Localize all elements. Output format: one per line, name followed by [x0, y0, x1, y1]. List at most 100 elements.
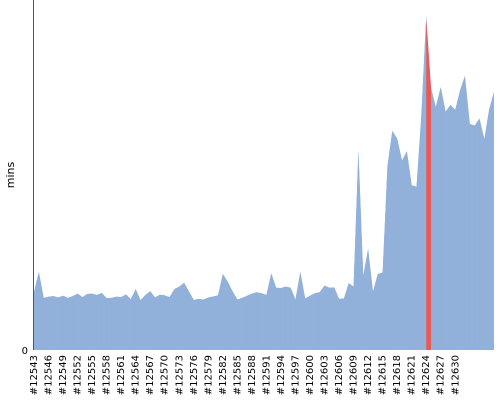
- build-segment[interactable]: [372, 274, 378, 350]
- build-segment[interactable]: [455, 90, 461, 351]
- build-segment[interactable]: [324, 285, 330, 350]
- build-segment[interactable]: [440, 87, 446, 351]
- build-segment[interactable]: [276, 287, 281, 350]
- x-tick-label: #12594: [276, 355, 287, 395]
- build-segment[interactable]: [150, 291, 156, 350]
- plot-area: [34, 16, 494, 351]
- build-segment[interactable]: [421, 16, 427, 350]
- build-segment[interactable]: [121, 294, 126, 350]
- build-segment[interactable]: [179, 282, 185, 350]
- build-segment[interactable]: [169, 289, 175, 350]
- build-segment[interactable]: [111, 296, 117, 350]
- build-segment[interactable]: [53, 296, 59, 350]
- build-segment[interactable]: [460, 75, 465, 350]
- build-segment[interactable]: [290, 287, 296, 350]
- build-segment[interactable]: [135, 289, 141, 350]
- build-segment[interactable]: [188, 291, 194, 350]
- build-segment[interactable]: [280, 286, 286, 350]
- build-segment[interactable]: [101, 292, 107, 350]
- build-segment[interactable]: [445, 105, 451, 350]
- build-segment[interactable]: [116, 296, 122, 350]
- build-segment[interactable]: [256, 292, 262, 350]
- build-segment[interactable]: [213, 295, 218, 350]
- build-segment[interactable]: [406, 151, 412, 350]
- build-segment[interactable]: [469, 123, 475, 351]
- build-segment[interactable]: [416, 114, 422, 350]
- build-segment[interactable]: [218, 274, 223, 350]
- build-segment[interactable]: [140, 295, 146, 350]
- build-segment[interactable]: [305, 295, 310, 350]
- build-segment[interactable]: [314, 292, 320, 350]
- build-segment[interactable]: [92, 293, 97, 350]
- x-tick-label: #12561: [116, 355, 127, 395]
- x-tick-label: #12549: [58, 355, 69, 395]
- build-segment[interactable]: [184, 282, 189, 350]
- build-segment[interactable]: [247, 293, 252, 350]
- build-segment[interactable]: [368, 248, 373, 350]
- build-segment[interactable]: [174, 286, 180, 350]
- build-segment[interactable]: [310, 293, 315, 350]
- build-segment[interactable]: [329, 287, 335, 350]
- build-segment[interactable]: [145, 291, 151, 350]
- build-segment[interactable]: [348, 283, 354, 350]
- build-segment[interactable]: [479, 118, 485, 351]
- build-segment[interactable]: [450, 105, 456, 350]
- build-segment[interactable]: [251, 292, 257, 350]
- build-segment[interactable]: [484, 109, 490, 350]
- build-segment[interactable]: [130, 289, 136, 350]
- build-segment[interactable]: [43, 296, 49, 350]
- build-segment[interactable]: [159, 294, 165, 350]
- build-segment[interactable]: [48, 296, 54, 350]
- build-segment[interactable]: [295, 271, 301, 350]
- build-segment[interactable]: [363, 248, 369, 350]
- build-segment[interactable]: [72, 293, 78, 350]
- build-segment[interactable]: [38, 271, 44, 350]
- build-segment[interactable]: [198, 298, 204, 350]
- build-segment[interactable]: [203, 297, 209, 351]
- build-segment[interactable]: [489, 92, 494, 351]
- build-segment[interactable]: [319, 285, 325, 350]
- build-segment[interactable]: [126, 294, 131, 350]
- x-tick-label: #12609: [349, 355, 360, 395]
- build-segment[interactable]: [82, 294, 88, 350]
- build-segment[interactable]: [164, 295, 170, 350]
- build-segment[interactable]: [343, 283, 349, 350]
- build-segment[interactable]: [67, 296, 73, 350]
- build-segment[interactable]: [397, 138, 402, 350]
- build-segment[interactable]: [402, 151, 407, 350]
- build-segment[interactable]: [431, 88, 436, 350]
- build-segment[interactable]: [387, 130, 393, 350]
- build-segment[interactable]: [261, 293, 267, 350]
- build-segment[interactable]: [87, 293, 93, 350]
- build-segment[interactable]: [58, 295, 64, 350]
- build-segment[interactable]: [285, 286, 291, 350]
- build-segment[interactable]: [377, 272, 383, 350]
- build-segment[interactable]: [63, 295, 68, 350]
- build-segment[interactable]: [392, 130, 398, 350]
- build-segment[interactable]: [382, 166, 388, 350]
- build-segment[interactable]: [237, 297, 243, 350]
- build-segment[interactable]: [353, 150, 359, 350]
- build-segment[interactable]: [474, 118, 480, 351]
- build-segment[interactable]: [232, 291, 238, 350]
- build-segment[interactable]: [208, 296, 214, 350]
- build-segment[interactable]: [96, 292, 102, 350]
- build-segment[interactable]: [339, 298, 344, 350]
- build-segment[interactable]: [358, 150, 364, 350]
- build-segment[interactable]: [222, 274, 228, 350]
- build-segment[interactable]: [334, 287, 340, 350]
- build-segment[interactable]: [77, 293, 83, 350]
- highlighted-build-segment[interactable]: [426, 16, 432, 350]
- build-segment[interactable]: [106, 297, 112, 350]
- build-segment[interactable]: [155, 294, 160, 350]
- build-segment[interactable]: [435, 87, 441, 351]
- build-segment[interactable]: [266, 273, 272, 350]
- build-segment[interactable]: [34, 271, 39, 350]
- build-segment[interactable]: [193, 298, 199, 350]
- build-segment[interactable]: [242, 295, 248, 350]
- build-segment[interactable]: [411, 185, 417, 350]
- build-segment[interactable]: [464, 75, 470, 350]
- build-segment[interactable]: [227, 281, 233, 350]
- build-segment[interactable]: [300, 271, 306, 350]
- build-segment[interactable]: [271, 273, 277, 350]
